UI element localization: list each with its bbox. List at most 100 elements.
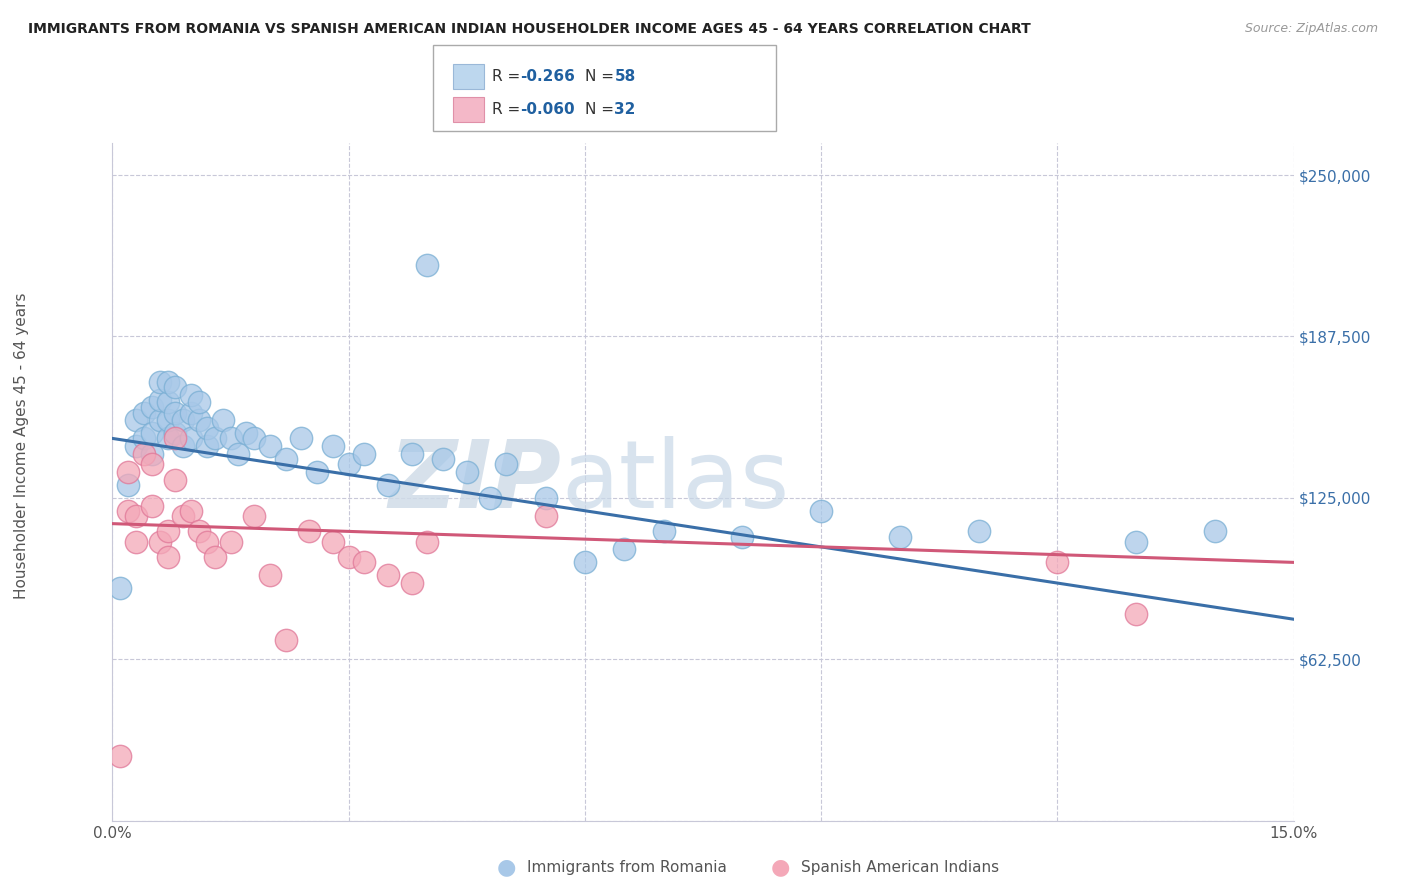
- Text: N =: N =: [585, 70, 619, 84]
- Text: Householder Income Ages 45 - 64 years: Householder Income Ages 45 - 64 years: [14, 293, 28, 599]
- Point: [401, 447, 423, 461]
- Text: R =: R =: [492, 102, 526, 117]
- Text: Immigrants from Romania: Immigrants from Romania: [527, 860, 727, 874]
- Point: [810, 504, 832, 518]
- Point: [156, 413, 179, 427]
- Point: [156, 550, 179, 565]
- Text: Source: ZipAtlas.com: Source: ZipAtlas.com: [1244, 22, 1378, 36]
- Text: N =: N =: [585, 102, 619, 117]
- Point: [243, 432, 266, 446]
- Point: [125, 508, 148, 523]
- Point: [117, 504, 139, 518]
- Point: [274, 632, 297, 647]
- Point: [149, 534, 172, 549]
- Point: [180, 387, 202, 401]
- Point: [574, 555, 596, 569]
- Point: [180, 504, 202, 518]
- Point: [1046, 555, 1069, 569]
- Point: [149, 375, 172, 389]
- Point: [132, 447, 155, 461]
- Point: [156, 395, 179, 409]
- Point: [180, 406, 202, 420]
- Point: [188, 395, 211, 409]
- Point: [195, 439, 218, 453]
- Point: [322, 439, 344, 453]
- Text: ●: ●: [770, 857, 790, 877]
- Point: [219, 432, 242, 446]
- Point: [401, 576, 423, 591]
- Point: [180, 432, 202, 446]
- Text: ZIP: ZIP: [388, 435, 561, 528]
- Point: [228, 447, 250, 461]
- Point: [172, 413, 194, 427]
- Point: [165, 473, 187, 487]
- Point: [141, 401, 163, 415]
- Point: [110, 749, 132, 764]
- Point: [259, 439, 281, 453]
- Point: [156, 432, 179, 446]
- Point: [125, 439, 148, 453]
- Text: 58: 58: [614, 70, 636, 84]
- Point: [195, 534, 218, 549]
- Point: [259, 568, 281, 582]
- Point: [652, 524, 675, 539]
- Point: [889, 530, 911, 544]
- Text: atlas: atlas: [561, 435, 790, 528]
- Point: [416, 534, 439, 549]
- Point: [132, 406, 155, 420]
- Point: [1125, 534, 1147, 549]
- Point: [1125, 607, 1147, 621]
- Point: [353, 555, 375, 569]
- Point: [298, 524, 321, 539]
- Point: [204, 550, 226, 565]
- Point: [188, 413, 211, 427]
- Point: [141, 426, 163, 441]
- Point: [172, 508, 194, 523]
- Point: [456, 465, 478, 479]
- Point: [479, 491, 502, 505]
- Point: [132, 432, 155, 446]
- Point: [613, 542, 636, 557]
- Point: [243, 508, 266, 523]
- Point: [731, 530, 754, 544]
- Point: [967, 524, 990, 539]
- Point: [337, 457, 360, 471]
- Point: [377, 478, 399, 492]
- Point: [432, 452, 454, 467]
- Point: [156, 524, 179, 539]
- Point: [165, 406, 187, 420]
- Text: ●: ●: [496, 857, 516, 877]
- Text: -0.060: -0.060: [520, 102, 575, 117]
- Point: [149, 392, 172, 407]
- Point: [290, 432, 312, 446]
- Point: [274, 452, 297, 467]
- Point: [141, 499, 163, 513]
- Text: R =: R =: [492, 70, 526, 84]
- Point: [125, 534, 148, 549]
- Point: [110, 581, 132, 595]
- Point: [195, 421, 218, 435]
- Point: [165, 380, 187, 394]
- Point: [235, 426, 257, 441]
- Point: [172, 439, 194, 453]
- Point: [219, 534, 242, 549]
- Point: [377, 568, 399, 582]
- Point: [204, 432, 226, 446]
- Point: [156, 375, 179, 389]
- Point: [125, 413, 148, 427]
- Point: [353, 447, 375, 461]
- Text: -0.266: -0.266: [520, 70, 575, 84]
- Point: [416, 259, 439, 273]
- Point: [149, 413, 172, 427]
- Point: [307, 465, 329, 479]
- Point: [495, 457, 517, 471]
- Point: [141, 457, 163, 471]
- Point: [337, 550, 360, 565]
- Point: [188, 524, 211, 539]
- Text: 32: 32: [614, 102, 636, 117]
- Point: [1204, 524, 1226, 539]
- Point: [211, 413, 233, 427]
- Point: [117, 465, 139, 479]
- Point: [141, 447, 163, 461]
- Text: Spanish American Indians: Spanish American Indians: [801, 860, 1000, 874]
